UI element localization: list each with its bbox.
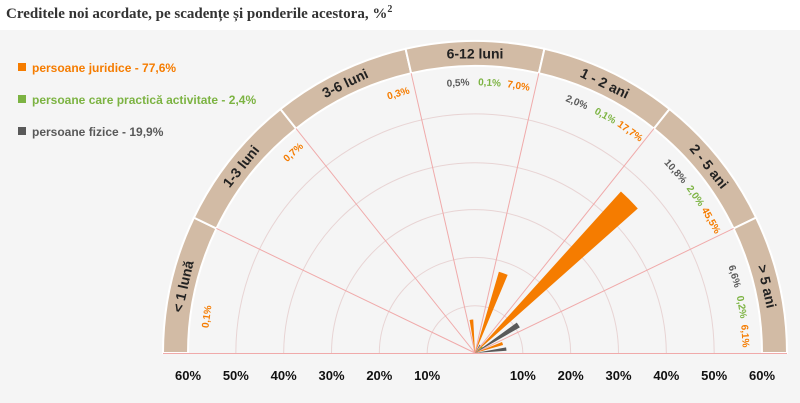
wedge-juridice-5-ani: [475, 341, 504, 353]
legend-swatch-practica: [18, 95, 26, 103]
grid-ring-40: [283, 162, 667, 354]
series-practica: [475, 346, 483, 353]
data-label-practica-1-2-ani: 0,1%: [592, 106, 617, 127]
tick-left-20: 20%: [366, 368, 392, 383]
spoke-4: [474, 73, 540, 354]
data-label-juridice-1-2-ani: 17,7%: [615, 119, 645, 144]
tick-right-60: 60%: [749, 368, 775, 383]
series-fizice: [475, 322, 520, 353]
tick-right-50: 50%: [701, 368, 727, 383]
grid-ring-50: [235, 113, 715, 354]
series-juridice: [469, 191, 638, 353]
legend-label-fizice: persoane fizice - 19,9%: [32, 125, 164, 139]
data-label-lone-1-lun: 0,1%: [200, 305, 214, 329]
legend-label-juridice: persoane juridice - 77,6%: [32, 61, 176, 75]
wedge-fizice-2-5-ani: [475, 322, 520, 353]
tick-left-40: 40%: [271, 368, 297, 383]
tick-right-10: 10%: [510, 368, 536, 383]
data-label-fizice-2-5-ani: 10,8%: [662, 158, 689, 186]
data-label-practica-2-5-ani: 2,0%: [684, 184, 706, 209]
chart-title: Creditele noi acordate, pe scadențe și p…: [6, 4, 392, 23]
data-label-practica-5-ani: 0,2%: [734, 295, 749, 319]
wedge-juridice-6-12-luni: [469, 319, 475, 353]
chart-title-footnote: 2: [387, 4, 393, 15]
spoke-3: [410, 73, 476, 354]
data-label-juridice-5-ani: 6,1%: [738, 324, 750, 348]
tick-right-20: 20%: [558, 368, 584, 383]
data-label-practica-6-12-luni: 0,1%: [478, 77, 501, 89]
spoke-5: [474, 128, 655, 354]
legend-swatch-fizice: [18, 127, 26, 135]
wedge-fizice-5-ani: [475, 347, 507, 353]
category-label-6-12-luni: 6-12 luni: [447, 46, 504, 62]
legend-label-practica: persoane care practică activitate - 2,4%: [32, 93, 256, 107]
wedge-juridice-1-2-ani: [475, 271, 508, 353]
spoke-2: [295, 128, 476, 354]
wedge-juridice-2-5-ani: [475, 191, 638, 353]
tick-left-50: 50%: [223, 368, 249, 383]
legend-swatch-juridice: [18, 63, 26, 71]
chart-area: < 1 lună 1-3 luni 3-6 luni 6-12 luni 1 - 2 a…: [0, 30, 800, 403]
data-label-juridice-1-3-luni: 0,7%: [282, 141, 306, 165]
tick-left-10: 10%: [414, 368, 440, 383]
chart-title-text: Creditele noi acordate, pe scadențe și p…: [6, 6, 388, 22]
data-label-juridice-2-5-ani: 45,5%: [699, 206, 723, 236]
tick-left-30: 30%: [318, 368, 344, 383]
data-label-fizice-5-ani: 6,6%: [725, 264, 742, 289]
spoke-1: [216, 228, 476, 354]
title-bar: Creditele noi acordate, pe scadențe și p…: [0, 0, 800, 30]
legend: persoane juridice - 77,6% persoane care p…: [18, 61, 256, 139]
data-label-juridice-3-6-luni: 0,3%: [386, 86, 411, 103]
data-label-fizice-1-2-ani: 2,0%: [564, 93, 589, 112]
data-label-juridice-6-12-luni: 7,0%: [506, 79, 530, 94]
wedge-fizice-1-2-ani: [475, 344, 481, 353]
wedge-practica-2-5-ani: [475, 346, 483, 353]
tick-right-30: 30%: [605, 368, 631, 383]
tick-right-40: 40%: [653, 368, 679, 383]
spoke-6: [474, 228, 734, 354]
grid-ring-30: [331, 209, 619, 354]
tick-left-60: 60%: [175, 368, 201, 383]
data-label-fizice-6-12-luni: 0,5%: [446, 77, 470, 89]
grid-ring-20: [378, 256, 572, 354]
